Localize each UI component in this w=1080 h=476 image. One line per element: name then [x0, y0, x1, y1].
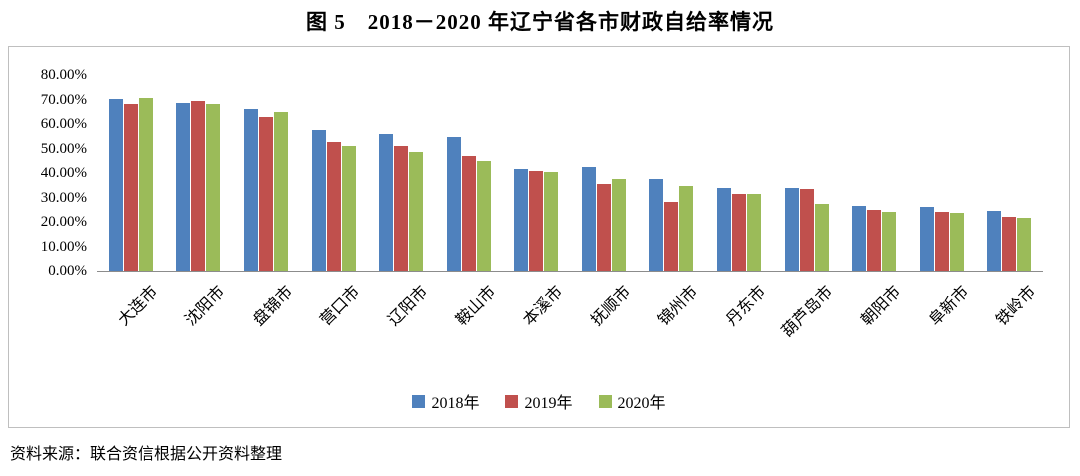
- x-axis-line: [97, 271, 1043, 272]
- bar-2018年-营口市: [311, 130, 326, 271]
- x-axis-label: 阜新市: [925, 283, 972, 330]
- bar-2018年-丹东市: [716, 188, 731, 271]
- chart-title: 图 5 2018－2020 年辽宁省各市财政自给率情况: [306, 10, 774, 34]
- bar-2020年-大连市: [138, 98, 153, 271]
- bar-2020年-辽阳市: [409, 152, 424, 271]
- bar-2020年-丹东市: [746, 194, 761, 271]
- bar-2020年-阜新市: [949, 213, 964, 271]
- bar-2019年-本溪市: [529, 171, 544, 271]
- x-axis-label: 葫芦岛市: [779, 283, 837, 341]
- x-axis-label: 丹东市: [723, 283, 770, 330]
- x-axis-label: 沈阳市: [182, 283, 229, 330]
- bar-2019年-阜新市: [934, 212, 949, 271]
- bar-2019年-朝阳市: [867, 210, 882, 271]
- y-axis-tick-label: 60.00%: [40, 116, 87, 132]
- bar-2020年-沈阳市: [206, 104, 221, 271]
- y-axis-tick-label: 10.00%: [40, 238, 87, 255]
- bar-2019年-铁岭市: [1002, 217, 1017, 271]
- bar-2020年-铁岭市: [1017, 218, 1032, 271]
- bar-2020年-朝阳市: [882, 212, 897, 271]
- bar-2018年-葫芦岛市: [784, 188, 799, 271]
- legend-swatch-icon: [412, 394, 426, 408]
- bar-2020年-葫芦岛市: [814, 204, 829, 271]
- bar-2018年-阜新市: [919, 207, 934, 271]
- bar-2018年-盘锦市: [243, 109, 258, 271]
- x-axis-label: 辽阳市: [385, 283, 432, 330]
- bar-2020年-本溪市: [544, 172, 559, 271]
- bar-2020年-锦州市: [679, 186, 694, 271]
- bar-2018年-本溪市: [514, 169, 529, 271]
- bar-2018年-朝阳市: [852, 206, 867, 271]
- x-axis-label: 营口市: [317, 283, 364, 330]
- bar-2019年-盘锦市: [258, 117, 273, 271]
- x-axis-label: 抚顺市: [588, 283, 635, 330]
- bar-2019年-沈阳市: [191, 101, 206, 271]
- x-axis-label: 锦州市: [655, 283, 702, 330]
- y-axis-tick-label: 40.00%: [40, 165, 87, 181]
- legend-swatch-icon: [505, 394, 519, 408]
- y-axis-tick-label: 0.00%: [48, 263, 87, 279]
- legend-item: 2018年: [412, 389, 479, 413]
- chart-area: 0.00% 10.00% 20.00% 30.00% 40.00% 50.00% 60.00…: [8, 46, 1070, 428]
- bar-2018年-辽阳市: [379, 134, 394, 271]
- legend-item: 2019年: [505, 389, 573, 413]
- x-axis-label: 大连市: [115, 283, 162, 330]
- bar-2018年-鞍山市: [446, 137, 461, 271]
- bar-2019年-辽阳市: [394, 146, 409, 271]
- bar-2019年-葫芦岛市: [799, 189, 814, 271]
- legend-label: 2020年: [617, 395, 666, 412]
- legend: 2018年 2019年 2020年: [9, 389, 1069, 413]
- bar-2018年-铁岭市: [987, 211, 1002, 271]
- y-axis-tick-label: 80.00%: [40, 67, 87, 83]
- legend-item: 2020年: [598, 389, 666, 413]
- x-axis-label: 鞍山市: [452, 283, 499, 330]
- x-axis-label: 本溪市: [520, 283, 567, 330]
- bar-2018年-沈阳市: [176, 103, 191, 271]
- bar-2018年-抚顺市: [581, 167, 596, 271]
- bar-2019年-锦州市: [664, 202, 679, 271]
- x-axis-label: 盘锦市: [250, 283, 297, 330]
- bar-2019年-鞍山市: [461, 156, 476, 271]
- bar-2018年-大连市: [108, 99, 123, 271]
- bar-2020年-鞍山市: [476, 161, 491, 271]
- bar-2019年-大连市: [123, 104, 138, 271]
- y-axis-tick-label: 50.00%: [40, 140, 87, 157]
- bar-2019年-营口市: [326, 142, 341, 271]
- legend-swatch-icon: [598, 394, 612, 408]
- y-axis-tick-label: 70.00%: [40, 91, 87, 108]
- bar-2019年-抚顺市: [596, 184, 611, 271]
- bar-2018年-锦州市: [649, 179, 664, 271]
- bar-2020年-营口市: [341, 146, 356, 271]
- bar-2020年-抚顺市: [611, 179, 626, 271]
- y-axis-tick-label: 20.00%: [40, 214, 87, 230]
- legend-label: 2018年: [431, 395, 480, 412]
- bar-2019年-丹东市: [731, 194, 746, 271]
- x-axis-label: 朝阳市: [858, 283, 905, 330]
- x-axis-label: 铁岭市: [993, 283, 1040, 330]
- bar-2020年-盘锦市: [273, 112, 288, 271]
- source-note: 资料来源：联合资信根据公开资料整理: [10, 446, 283, 463]
- y-axis-tick-label: 30.00%: [40, 189, 87, 206]
- legend-label: 2019年: [524, 395, 573, 412]
